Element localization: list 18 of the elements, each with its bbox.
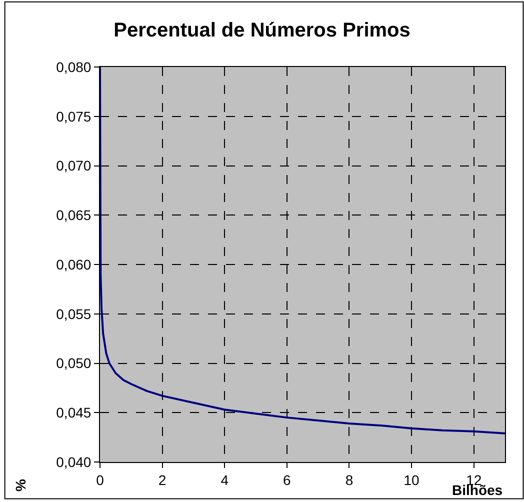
chart-title: Percentual de Números Primos bbox=[114, 20, 410, 42]
y-tick-label: 0,070 bbox=[56, 158, 92, 174]
x-tick-label: 10 bbox=[404, 472, 420, 488]
x-tick-label: 8 bbox=[345, 472, 354, 488]
y-axis-title: % bbox=[12, 478, 28, 492]
y-tick-label: 0,065 bbox=[56, 207, 92, 224]
x-tick-label: 6 bbox=[283, 472, 292, 488]
line-series bbox=[100, 67, 505, 434]
y-tick-label: 0,080 bbox=[56, 58, 92, 75]
x-tick-label: 2 bbox=[158, 472, 166, 488]
y-tick-label: 0,040 bbox=[56, 454, 92, 470]
y-tick-label: 0,050 bbox=[56, 355, 92, 372]
y-tick-label: 0,060 bbox=[56, 256, 92, 272]
y-tick-label: 0,055 bbox=[56, 306, 92, 322]
x-tick-label: 4 bbox=[220, 472, 229, 488]
x-tick-label: 0 bbox=[96, 472, 104, 488]
y-tick-label: 0,075 bbox=[56, 108, 92, 124]
y-tick-label: 0,045 bbox=[56, 404, 92, 421]
